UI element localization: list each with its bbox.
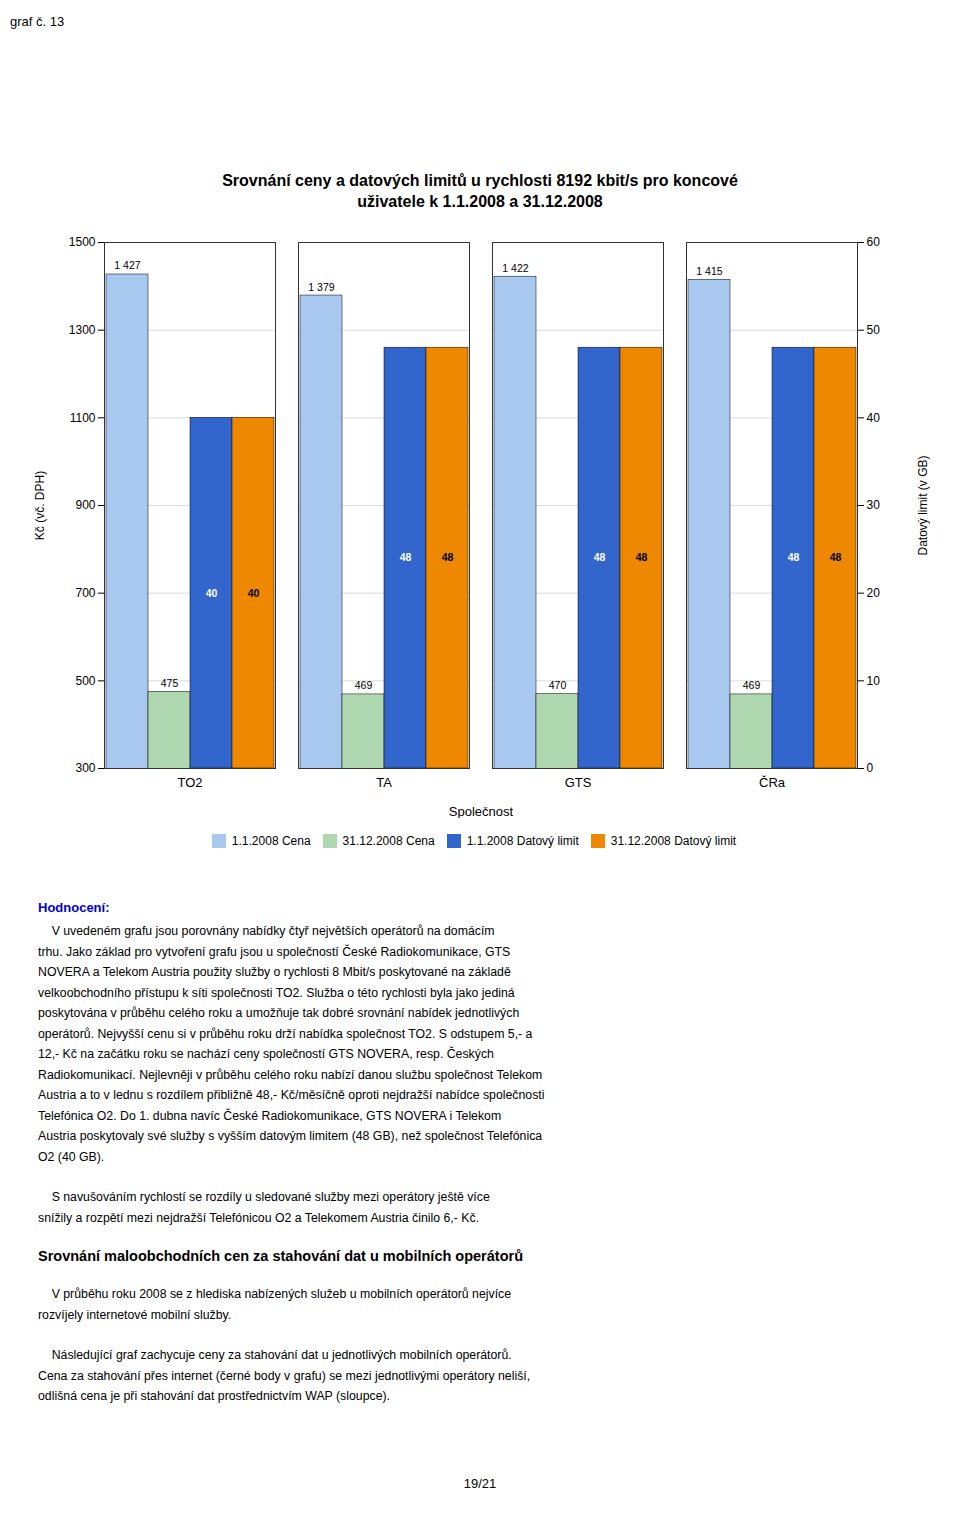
svg-text:900: 900 (75, 498, 95, 512)
html-text:Telefónica O2. Do 1. dubna nav: Telefónica O2. Do 1. dubna navíc České R… (38, 1108, 502, 1123)
svg-text:470: 470 (549, 679, 567, 691)
html-text:31.12.2008 Datový limit: 31.12.2008 Datový limit (610, 833, 737, 848)
svg-text:1100: 1100 (70, 411, 96, 425)
html-text:O2 (40 GB).: O2 (40 GB). (38, 1149, 105, 1164)
html-text:Austria a to v lednu s rozdíle: Austria a to v lednu s rozdílem přibližn… (38, 1088, 545, 1102)
html-text:graf č. 13: graf č. 13 (10, 14, 65, 29)
svg-text:TA: TA (376, 775, 392, 790)
html-text:Srovnání ceny a datových limit: Srovnání ceny a datových limitů u rychlo… (222, 172, 738, 189)
svg-text:GTS: GTS (565, 775, 592, 790)
svg-text:48: 48 (442, 551, 454, 563)
html-text:velkoobchodního přístupu k sít: velkoobchodního přístupu k síti společno… (38, 985, 515, 1000)
svg-text:0: 0 (867, 761, 874, 775)
html-text:Hodnocení:: Hodnocení: (38, 900, 110, 915)
html-text:poskytována v průběhu celého r: poskytována v průběhu celého roku a umož… (38, 1006, 520, 1020)
html-text:V průběhu roku 2008 se z hledi: V průběhu roku 2008 se z hlediska nabíze… (38, 1287, 511, 1301)
svg-text:20: 20 (867, 586, 881, 600)
html-text:snížily a rozpětí mezi nejdraž: snížily a rozpětí mezi nejdražší Telefón… (38, 1210, 480, 1225)
svg-text:1500: 1500 (69, 235, 96, 249)
svg-text:469: 469 (743, 679, 761, 691)
html-text:19/21: 19/21 (463, 1476, 497, 1491)
svg-text:700: 700 (75, 586, 95, 600)
svg-text:469: 469 (355, 679, 373, 691)
svg-text:1300: 1300 (69, 323, 96, 337)
svg-text:48: 48 (830, 551, 842, 563)
svg-text:40: 40 (206, 587, 218, 599)
html-text:operátorů. Nejvyšší cenu si v: operátorů. Nejvyšší cenu si v průběhu ro… (38, 1026, 533, 1041)
svg-text:60: 60 (867, 235, 881, 249)
html-text:V uvedeném grafu jsou porovnán: V uvedeném grafu jsou porovnány nabídky … (38, 924, 495, 938)
html-text:Radiokomunikací. Nejlevněji v: Radiokomunikací. Nejlevněji v průběhu ce… (38, 1067, 543, 1082)
html-text:1.1.2008 Datový limit: 1.1.2008 Datový limit (466, 833, 579, 848)
html-text:rozvíjely internetové mobilní: rozvíjely internetové mobilní služby. (38, 1307, 232, 1322)
html-text:12,- Kč na začátku roku se nac: 12,- Kč na začátku roku se nachází ceny … (38, 1047, 494, 1061)
svg-text:1 427: 1 427 (114, 259, 140, 271)
html-text:Austria poskytovaly své služby: Austria poskytovaly své služby s vyšším … (38, 1129, 543, 1143)
html-text:uživatele k 1.1.2008 a 31.12.2: uživatele k 1.1.2008 a 31.12.2008 (357, 193, 603, 210)
svg-text:ČRa: ČRa (759, 775, 786, 790)
html-text:1.1.2008 Cena: 1.1.2008 Cena (231, 833, 311, 848)
svg-text:50: 50 (867, 323, 881, 337)
svg-text:30: 30 (867, 498, 881, 512)
svg-text:475: 475 (161, 677, 179, 689)
html-text:NOVERA a Telekom Austria použi: NOVERA a Telekom Austria použity služby … (38, 965, 511, 979)
html-text:odlišná cena je při stahování: odlišná cena je při stahování dat prostř… (38, 1389, 390, 1403)
svg-text:Společnost: Společnost (449, 804, 514, 819)
svg-text:40: 40 (867, 411, 881, 425)
svg-text:1 422: 1 422 (502, 262, 528, 274)
html-text:S navušováním rychlostí se roz: S navušováním rychlostí se rozdíly u sle… (38, 1190, 490, 1204)
svg-text:1 379: 1 379 (308, 281, 334, 293)
svg-text:10: 10 (867, 674, 881, 688)
svg-text:500: 500 (75, 674, 95, 688)
svg-text:48: 48 (400, 551, 412, 563)
svg-text:TO2: TO2 (177, 775, 202, 790)
html-text:Cena za stahování přes interne: Cena za stahování přes internet (černé b… (38, 1368, 531, 1383)
svg-text:40: 40 (248, 587, 260, 599)
svg-text:Kč (vč. DPH): Kč (vč. DPH) (33, 471, 47, 540)
svg-text:300: 300 (75, 761, 95, 775)
html-text:trhu. Jako základ pro vytvořen: trhu. Jako základ pro vytvoření grafu js… (38, 944, 511, 959)
html-text:31.12.2008 Cena: 31.12.2008 Cena (342, 833, 435, 848)
svg-text:48: 48 (594, 551, 606, 563)
svg-text:Datový limit (v GB): Datový limit (v GB) (916, 455, 930, 555)
html-text:Následující graf zachycuje cen: Následující graf zachycuje ceny za staho… (38, 1348, 512, 1362)
svg-text:48: 48 (788, 551, 800, 563)
svg-text:48: 48 (636, 551, 648, 563)
html-text:Srovnání maloobchodních cen za: Srovnání maloobchodních cen za stahování… (38, 1248, 523, 1264)
svg-text:1 415: 1 415 (696, 265, 722, 277)
